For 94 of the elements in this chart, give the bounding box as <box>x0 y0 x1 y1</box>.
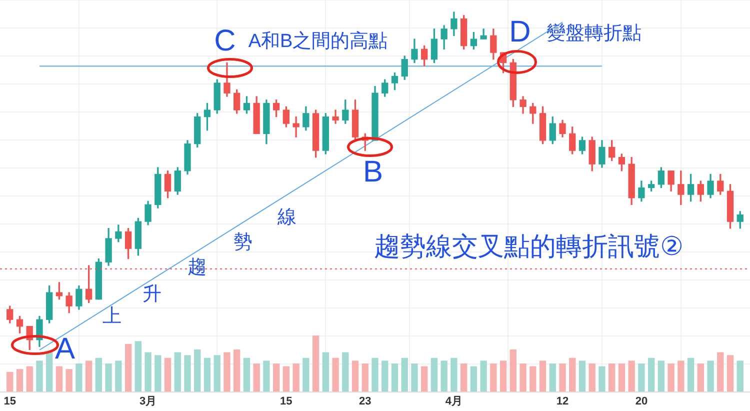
x-tick-label: 15 <box>280 395 292 408</box>
annotation: 上 <box>102 306 122 328</box>
bar <box>598 366 606 392</box>
bar <box>6 372 14 392</box>
bar <box>480 360 487 392</box>
annotation: 線 <box>276 207 296 228</box>
bar <box>194 349 201 392</box>
annotation: 變盤轉折點 <box>546 23 642 44</box>
annotation: A <box>54 332 76 366</box>
bar <box>717 352 724 392</box>
bar <box>342 352 349 392</box>
bar <box>263 360 270 392</box>
bar <box>332 358 339 392</box>
bar <box>430 358 438 392</box>
bar <box>312 336 320 392</box>
bar <box>272 363 280 392</box>
bar <box>243 358 250 392</box>
bar <box>16 369 24 392</box>
bar <box>253 363 260 392</box>
bar <box>56 366 63 392</box>
bar <box>362 363 368 392</box>
bar <box>678 360 684 392</box>
bar <box>352 360 359 392</box>
bar <box>26 366 33 392</box>
bar <box>164 358 172 392</box>
bar <box>510 349 516 392</box>
x-tick-label: 3月 <box>139 395 157 408</box>
bar <box>372 358 378 392</box>
bar <box>460 363 468 392</box>
bar <box>282 366 290 392</box>
x-tick-label: 20 <box>635 395 648 408</box>
bar <box>204 358 211 392</box>
bar <box>490 363 497 392</box>
bar <box>95 358 102 392</box>
bar <box>450 358 458 392</box>
bar <box>144 352 152 392</box>
bar <box>638 363 645 392</box>
bar <box>559 363 566 392</box>
bar <box>736 360 744 392</box>
annotation: C <box>214 24 236 58</box>
bar <box>382 360 388 392</box>
bar <box>500 360 507 392</box>
bar <box>154 355 162 392</box>
annotation: A和B之間的高點 <box>248 30 388 52</box>
text: 趨勢線交叉點的轉折訊號② <box>374 231 684 262</box>
bar <box>391 363 398 392</box>
annotation: 趨 <box>188 257 206 278</box>
bar <box>608 363 616 392</box>
bar <box>569 358 576 392</box>
bar <box>234 349 240 392</box>
bar <box>707 360 714 392</box>
bar <box>322 352 329 392</box>
bar <box>214 355 220 392</box>
bar <box>124 344 132 392</box>
x-tick-label: 12 <box>556 395 569 408</box>
x-tick-label: 15 <box>4 395 16 408</box>
annotation: 勢 <box>234 232 252 254</box>
bar <box>539 360 546 392</box>
bar <box>85 360 92 392</box>
bar <box>628 360 635 392</box>
bar <box>292 363 300 392</box>
bar <box>658 360 665 392</box>
bar <box>421 366 428 392</box>
bar <box>578 360 586 392</box>
bar <box>174 352 181 392</box>
bar <box>224 352 230 392</box>
bar <box>549 363 556 392</box>
bar <box>411 363 418 392</box>
bar <box>726 355 734 392</box>
annotation: D <box>509 15 531 48</box>
bar <box>401 358 408 392</box>
bar <box>440 360 448 392</box>
bar <box>470 366 478 392</box>
bar <box>36 360 43 392</box>
bar <box>46 352 53 392</box>
x-tick-label: 4月 <box>445 395 463 408</box>
bar <box>648 358 655 392</box>
annotation: 升 <box>142 284 162 306</box>
bar <box>697 363 704 392</box>
bar <box>66 369 72 392</box>
annotation: B <box>362 155 384 188</box>
bar <box>530 366 536 392</box>
bar <box>134 341 142 392</box>
bar <box>105 363 112 392</box>
x-tick-label: 23 <box>359 395 372 408</box>
bar <box>302 358 310 392</box>
bar <box>618 363 626 392</box>
bar <box>687 358 694 392</box>
bar <box>520 363 526 392</box>
bar <box>668 363 674 392</box>
bar <box>184 355 191 392</box>
bar <box>115 360 122 392</box>
bar <box>588 363 596 392</box>
bar <box>76 363 82 392</box>
